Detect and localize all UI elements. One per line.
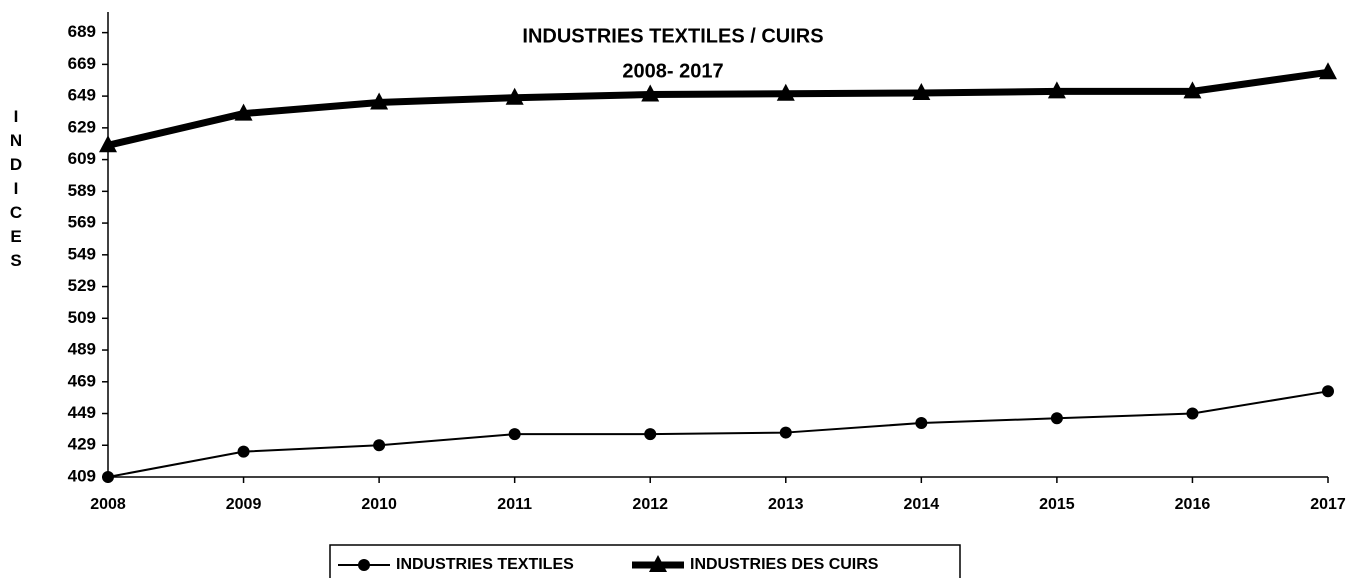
y-tick-label: 569 <box>68 213 96 232</box>
y-tick-label: 669 <box>68 54 96 73</box>
y-tick-label: 489 <box>68 340 96 359</box>
point <box>102 471 114 483</box>
y-tick-label: 609 <box>68 149 96 168</box>
point <box>370 92 389 110</box>
y-tick-label: 509 <box>68 308 96 327</box>
point <box>508 428 521 441</box>
point <box>234 103 253 121</box>
point <box>644 428 657 441</box>
chart-subtitle: 2008- 2017 <box>622 60 723 82</box>
y-tick-label: 589 <box>68 181 96 200</box>
x-tick-label: 2010 <box>361 496 397 513</box>
x-tick-label: 2017 <box>1310 496 1346 513</box>
x-tick-label: 2008 <box>90 496 126 513</box>
x-tick-label: 2009 <box>226 496 262 513</box>
point <box>373 439 386 452</box>
point <box>1319 62 1337 80</box>
point <box>1050 412 1063 425</box>
series-line <box>107 68 1329 149</box>
point <box>505 87 524 105</box>
point <box>1186 407 1199 420</box>
x-tick-label: 2012 <box>632 496 668 513</box>
point <box>237 445 250 458</box>
y-tick-label: 449 <box>68 403 96 422</box>
point <box>99 135 117 153</box>
legend-label: INDUSTRIES DES CUIRS <box>690 556 879 573</box>
y-axis-label: INDICES <box>9 107 23 270</box>
x-tick-label: 2013 <box>768 496 804 513</box>
legend-marker <box>358 559 370 571</box>
y-tick-label: 649 <box>68 86 96 105</box>
legend-marker <box>649 555 667 572</box>
y-tick-label: 549 <box>68 244 96 263</box>
y-tick-label: 529 <box>68 276 96 295</box>
point <box>776 83 795 101</box>
x-tick-label: 2016 <box>1175 496 1211 513</box>
legend-box <box>329 544 961 578</box>
point <box>779 426 792 439</box>
point <box>1183 81 1202 99</box>
y-tick-label: 629 <box>68 117 96 136</box>
y-tick-label: 469 <box>68 371 96 390</box>
point <box>915 417 928 430</box>
point <box>641 84 660 102</box>
point <box>1047 81 1066 99</box>
series-line <box>107 390 1329 478</box>
x-tick-label: 2014 <box>904 496 940 513</box>
y-tick-label: 689 <box>68 22 96 41</box>
y-tick-label: 409 <box>68 466 96 485</box>
y-tick-label: 429 <box>68 435 96 454</box>
point <box>1322 385 1334 398</box>
chart-title: INDUSTRIES TEXTILES / CUIRS <box>522 25 823 47</box>
point <box>912 82 931 100</box>
x-tick-label: 2015 <box>1039 496 1075 513</box>
x-tick-label: 2011 <box>497 496 532 513</box>
legend-label: INDUSTRIES TEXTILES <box>396 556 574 573</box>
